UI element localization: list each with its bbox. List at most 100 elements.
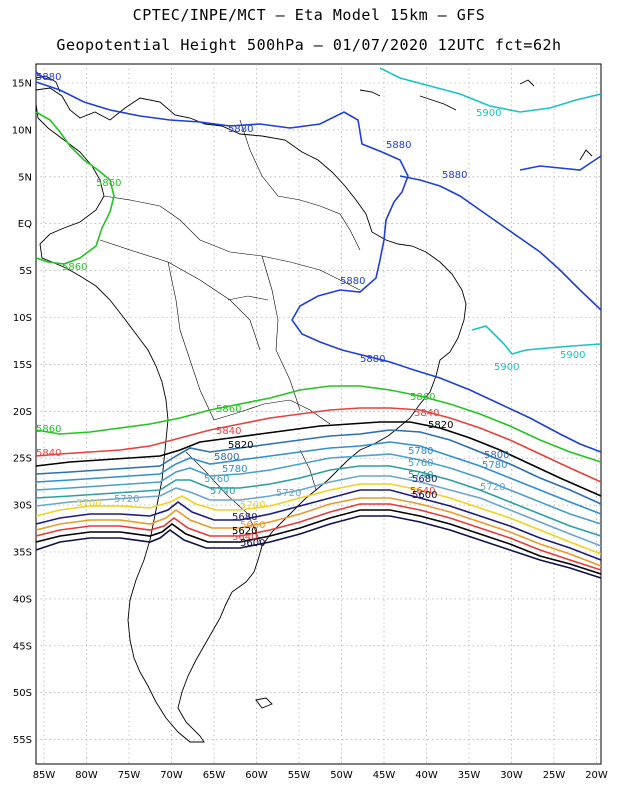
contour-label-5880: 5880 [340, 276, 365, 287]
contour-label-5860: 5860 [62, 262, 87, 273]
contour-label-5760: 5760 [408, 458, 433, 469]
title-line-2: Geopotential Height 500hPa – 01/07/2020 … [56, 36, 562, 54]
country-borders [99, 119, 361, 547]
contour-5660 [35, 497, 602, 567]
contour-label-5840: 5840 [36, 448, 61, 459]
contour-5880-east [399, 175, 602, 311]
contour-label-5880: 5880 [386, 140, 411, 151]
latitude-tick-label: 40S [13, 594, 32, 605]
latitude-tick-label: 35S [13, 548, 32, 559]
latitude-tick-label: 10N [12, 125, 32, 136]
contour-label-5700: 5700 [76, 498, 101, 509]
contour-5740 [35, 465, 602, 537]
contour-label-5780: 5780 [222, 464, 247, 475]
contour-label-5880: 5880 [228, 124, 253, 135]
contour-5900-north [379, 67, 602, 113]
contour-5880-north [35, 81, 602, 453]
contour-label-5800: 5800 [214, 452, 239, 463]
contour-labels: 5900 5900 5900 5880 5880 5880 5880 5880 … [36, 72, 585, 549]
contour-5700 [35, 483, 602, 555]
contour-label-5900: 5900 [494, 362, 519, 373]
latitude-tick-label: 30S [13, 501, 32, 512]
latitude-tick-label: 5N [18, 172, 32, 183]
longitude-tick-label: 45W [373, 770, 396, 781]
contour-label-5640: 5640 [232, 532, 257, 543]
contours [35, 67, 602, 579]
latitude-tick-label: 45S [13, 641, 32, 652]
contour-label-5640: 5640 [410, 486, 435, 497]
contour-label-5880: 5880 [442, 170, 467, 181]
latitude-tick-label: 15S [13, 360, 32, 371]
contour-label-5600: 5600 [412, 490, 437, 501]
contour-5620 [35, 509, 602, 575]
contour-label-5600: 5600 [240, 538, 265, 549]
contour-5860 [35, 385, 602, 463]
contour-5820 [35, 421, 602, 497]
contour-label-5900: 5900 [560, 350, 585, 361]
contour-label-5880: 5880 [360, 354, 385, 365]
contour-label-5740: 5740 [210, 486, 235, 497]
contour-label-5680: 5680 [412, 474, 437, 485]
contour-label-5860: 5860 [36, 424, 61, 435]
longitude-tick-label: 85W [33, 770, 56, 781]
contour-5600 [35, 515, 602, 579]
longitude-tick-label: 20W [585, 770, 608, 781]
longitude-tick-label: 70W [160, 770, 183, 781]
longitude-tick-label: 25W [543, 770, 566, 781]
longitude-tick-label: 65W [203, 770, 226, 781]
contour-label-5900: 5900 [476, 108, 501, 119]
latitude-tick-label: 50S [13, 688, 32, 699]
contour-5720 [35, 475, 602, 547]
longitude-tick-label: 60W [245, 770, 268, 781]
contour-5680 [35, 489, 602, 561]
contour-5760 [35, 453, 602, 525]
longitude-tick-label: 30W [500, 770, 523, 781]
longitude-tick-label: 75W [118, 770, 141, 781]
coastline [35, 75, 593, 743]
longitude-tick-label: 50W [330, 770, 353, 781]
latitude-tick-label: 20S [13, 407, 32, 418]
contour-label-5860: 5860 [96, 178, 121, 189]
longitude-tick-label: 35W [458, 770, 481, 781]
contour-5880-ne [519, 155, 602, 171]
contour-label-5720: 5720 [480, 482, 505, 493]
contour-label-5660: 5660 [240, 520, 265, 531]
latitude-tick-label: 5S [19, 266, 32, 277]
contour-label-5860: 5860 [216, 404, 241, 415]
map-frame [35, 63, 602, 765]
longitude-tick-label: 55W [288, 770, 311, 781]
contour-label-5620: 5620 [232, 526, 257, 537]
contour-label-5820: 5820 [428, 420, 453, 431]
contour-5900-south [471, 325, 602, 355]
longitude-tick-label: 40W [415, 770, 438, 781]
contour-5840 [35, 407, 602, 483]
contour-5780 [35, 441, 602, 515]
contour-label-5840: 5840 [414, 408, 439, 419]
title-line-1: CPTEC/INPE/MCT – Eta Model 15km – GFS [132, 6, 486, 24]
contour-label-5700: 5700 [240, 500, 265, 511]
contour-label-5780: 5780 [408, 446, 433, 457]
contour-label-5880: 5880 [36, 72, 61, 83]
contour-5640 [35, 503, 602, 571]
longitude-tick-label: 80W [75, 770, 98, 781]
contour-5860-west [35, 111, 115, 265]
latitude-tick-label: EQ [18, 219, 32, 230]
contour-label-5760: 5760 [204, 474, 229, 485]
latitude-tick-label: 15N [12, 79, 32, 90]
contour-label-5720: 5720 [276, 488, 301, 499]
latitude-tick-label: 25S [13, 454, 32, 465]
contour-5800 [35, 429, 602, 505]
contour-label-5860: 5860 [410, 392, 435, 403]
contour-label-5740: 5740 [408, 470, 433, 481]
contour-label-5720: 5720 [114, 494, 139, 505]
latitude-tick-label: 55S [13, 735, 32, 746]
contour-label-5820: 5820 [228, 440, 253, 451]
contour-label-5780: 5780 [482, 460, 507, 471]
latitude-tick-label: 10S [13, 313, 32, 324]
contour-label-5680: 5680 [232, 512, 257, 523]
contour-5880-nw [35, 71, 53, 81]
latitude-tick-labels: 15N 10N 5N EQ 5S 10S 15S 20S 25S 30S 35S 40S 45S 50S 5… [12, 79, 32, 747]
longitude-tick-labels: 85W 80W 75W 70W 65W 60W 55W 50W 45W 40W 35W 30W 25W 2… [33, 770, 608, 781]
contour-label-5840: 5840 [216, 426, 241, 437]
